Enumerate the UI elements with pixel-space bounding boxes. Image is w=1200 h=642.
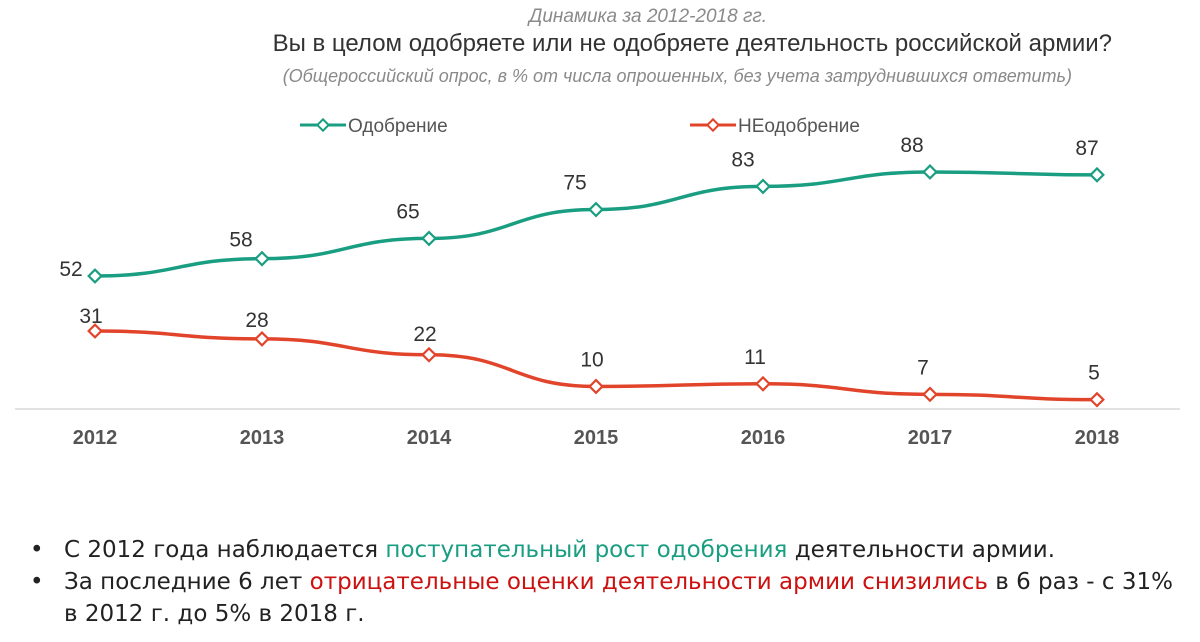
data-label: 22 [413,323,436,346]
x-tick-label: 2016 [741,427,786,449]
conclusion-item-2: • За последние 6 лет отрицательные оценк… [30,566,1190,630]
data-label: 7 [917,356,929,379]
data-point-marker [588,378,604,395]
conclusion-text: С 2012 года наблюдается поступательный р… [64,537,1055,563]
data-point-marker [254,250,270,267]
conclusion-highlight-red: отрицательные оценки деятельности армии … [309,569,988,595]
conclusions-list: • С 2012 года наблюдается поступательный… [30,534,1190,630]
conclusion-highlight-green: поступательный рост одобрения [385,537,788,563]
conclusion-text: За последние 6 лет отрицательные оценки … [64,569,1173,627]
data-point-marker [1089,166,1105,183]
data-label: 5 [1088,362,1100,385]
data-point-marker [254,331,270,347]
x-tick-label: 2015 [574,427,619,449]
data-label: 58 [229,229,252,252]
legend-label: НЕодобрение [738,116,860,137]
chart-period-subtitle: Динамика за 2012-2018 гг. [528,6,767,27]
conclusion-text-part: За последние 6 лет [64,569,310,595]
series-line-approval [94,170,1098,278]
data-label: 28 [245,309,268,332]
data-point-marker [421,346,437,363]
legend-marker [705,117,721,133]
data-point-marker [87,323,103,339]
x-tick-label: 2017 [908,427,953,449]
conclusion-text-part: С 2012 года наблюдается [64,537,386,563]
x-tick-label: 2012 [73,427,118,449]
data-label: 88 [900,134,923,157]
chart-title: Вы в целом одобряете или не одобряете де… [272,30,1112,57]
data-point-marker [755,178,771,195]
data-point-marker [421,230,437,247]
bullet-dot: • [30,537,44,563]
data-point-marker [922,386,938,403]
legend-marker [315,117,331,133]
x-tick-label: 2014 [407,427,452,449]
data-label: 83 [731,148,754,171]
bullet-dot: • [30,569,44,595]
data-label: 65 [396,200,419,223]
conclusion-text-part: в 6 раз - с 31% в 2012 г. до 5% в 2018 г… [64,569,1173,627]
conclusion-item-1: • С 2012 года наблюдается поступательный… [30,534,1190,566]
data-point-marker [922,164,938,180]
legend-label: Одобрение [348,116,448,137]
data-label: 11 [744,346,766,369]
line-chart: 2012 2013 2014 2015 2016 2017 2018525865758388… [15,116,1180,449]
x-tick-label: 2013 [240,427,285,449]
data-point-marker [1089,391,1105,408]
data-point-marker [87,268,103,284]
data-label: 87 [1075,137,1098,160]
chart-note: (Общероссийский опрос, в % от числа опро… [282,66,1072,86]
x-tick-label: 2018 [1075,427,1120,449]
data-point-marker [588,201,604,218]
data-label: 31 [79,305,102,328]
data-point-marker [755,375,771,392]
data-label: 52 [59,258,82,281]
data-label: 10 [580,348,603,371]
conclusion-text-part: деятельности армии. [787,537,1056,563]
data-label: 75 [563,172,586,195]
